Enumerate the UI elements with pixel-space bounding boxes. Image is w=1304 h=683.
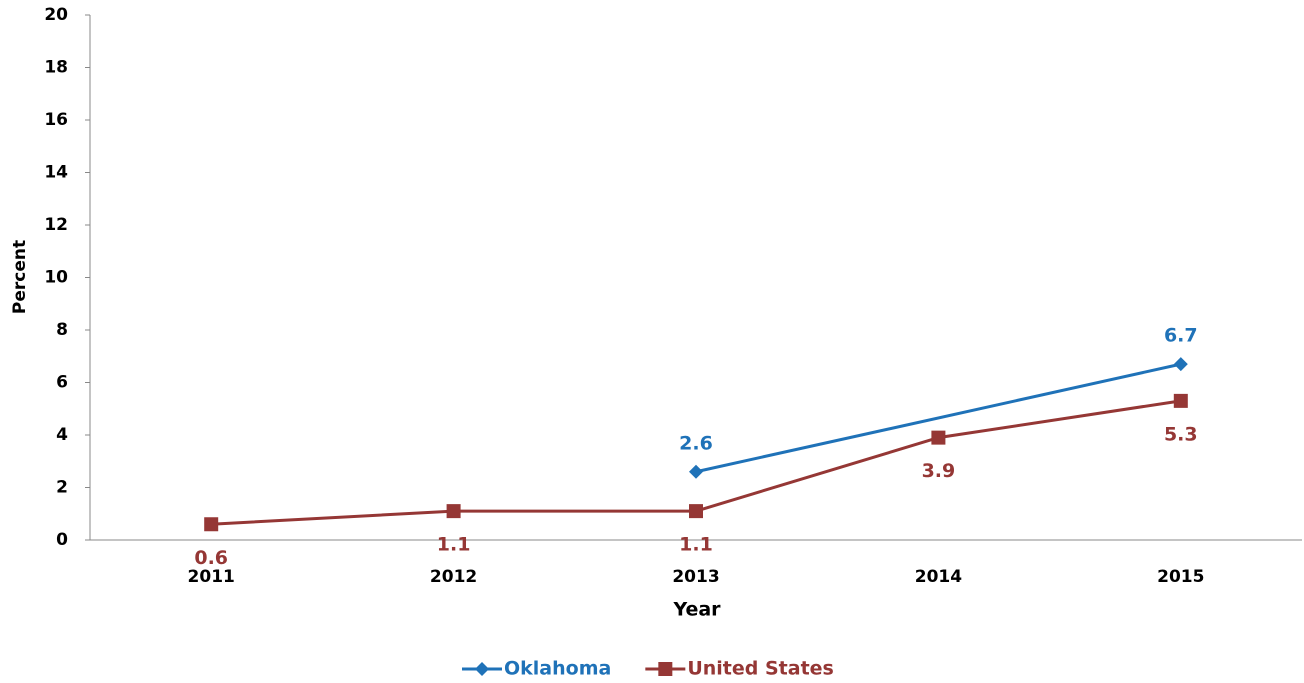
data-label: 1.1: [437, 534, 471, 556]
legend-marker: [658, 662, 673, 676]
y-tick-label: 4: [56, 425, 68, 445]
legend-marker: [475, 662, 489, 676]
y-tick-label: 2: [56, 478, 68, 498]
y-tick-label: 6: [56, 373, 68, 393]
legend-label: Oklahoma: [504, 658, 611, 680]
data-label: 6.7: [1164, 325, 1198, 347]
data-label: 0.6: [194, 547, 228, 569]
data-label: 1.1: [679, 534, 713, 556]
legend-label: United States: [687, 658, 834, 680]
y-tick-label: 10: [44, 268, 68, 288]
y-tick-label: 14: [44, 163, 68, 183]
point: [689, 464, 703, 479]
point: [1173, 393, 1188, 408]
line: [695, 362, 1182, 474]
y-axis-title: Percent: [10, 240, 30, 314]
x-tick-label: 2012: [430, 567, 477, 587]
y-tick-label: 16: [44, 110, 68, 130]
y-tick-label: 8: [56, 320, 68, 340]
point: [689, 504, 703, 519]
y-tick-label: 18: [44, 58, 68, 78]
y-tick-label: 12: [44, 215, 68, 235]
x-tick-label: 2013: [672, 567, 719, 587]
x-axis-title: Year: [672, 599, 721, 621]
y-tick-label: 0: [56, 530, 68, 550]
point: [204, 517, 219, 532]
point: [446, 504, 461, 519]
data-label: 2.6: [679, 432, 713, 454]
x-tick-label: 2015: [1157, 567, 1204, 587]
point: [1173, 357, 1188, 372]
data-label: 5.3: [1164, 423, 1198, 445]
point: [931, 430, 946, 445]
x-tick-label: 2011: [188, 567, 235, 587]
x-tick-label: 2014: [915, 567, 962, 587]
y-tick-label: 20: [44, 5, 68, 25]
data-label: 3.9: [922, 460, 956, 482]
